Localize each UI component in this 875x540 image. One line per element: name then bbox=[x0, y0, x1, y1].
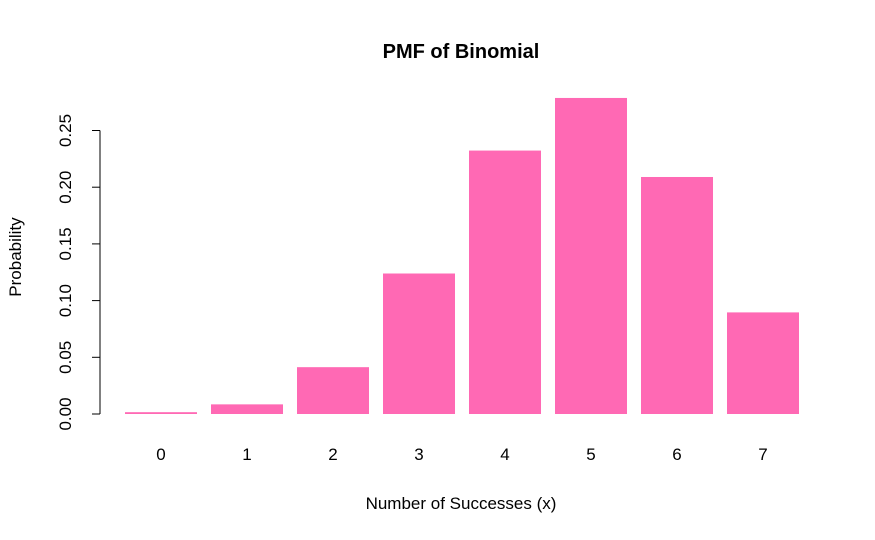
y-tick-label: 0.20 bbox=[56, 171, 75, 204]
bars-group bbox=[125, 97, 799, 415]
bar-2 bbox=[297, 367, 369, 414]
bar-5 bbox=[555, 97, 627, 415]
x-tick-label-3: 3 bbox=[414, 445, 423, 464]
y-tick-label: 0.15 bbox=[56, 227, 75, 260]
y-axis-label: Probability bbox=[6, 217, 25, 297]
x-axis-label: Number of Successes (x) bbox=[366, 494, 557, 513]
x-tick-label-4: 4 bbox=[500, 445, 509, 464]
x-tick-label-6: 6 bbox=[672, 445, 681, 464]
x-tick-label-2: 2 bbox=[328, 445, 337, 464]
y-axis: 0.00 0.05 0.10 0.15 0.20 0.25 bbox=[56, 114, 101, 431]
bar-7 bbox=[727, 312, 799, 414]
bar-3 bbox=[383, 273, 455, 414]
bar-6 bbox=[641, 176, 713, 414]
bar-1 bbox=[211, 404, 283, 414]
y-tick-label: 0.00 bbox=[56, 397, 75, 430]
x-tick-label-7: 7 bbox=[758, 445, 767, 464]
y-tick-label: 0.10 bbox=[56, 284, 75, 317]
bar-0 bbox=[125, 412, 197, 414]
x-tick-label-5: 5 bbox=[586, 445, 595, 464]
chart-title: PMF of Binomial bbox=[383, 41, 540, 63]
x-tick-labels: 0 1 2 3 4 5 6 7 bbox=[156, 445, 767, 464]
y-tick-label: 0.25 bbox=[56, 114, 75, 147]
y-tick-label: 0.05 bbox=[56, 341, 75, 374]
bar-4 bbox=[469, 150, 541, 415]
x-tick-label-1: 1 bbox=[242, 445, 251, 464]
x-tick-label-0: 0 bbox=[156, 445, 165, 464]
